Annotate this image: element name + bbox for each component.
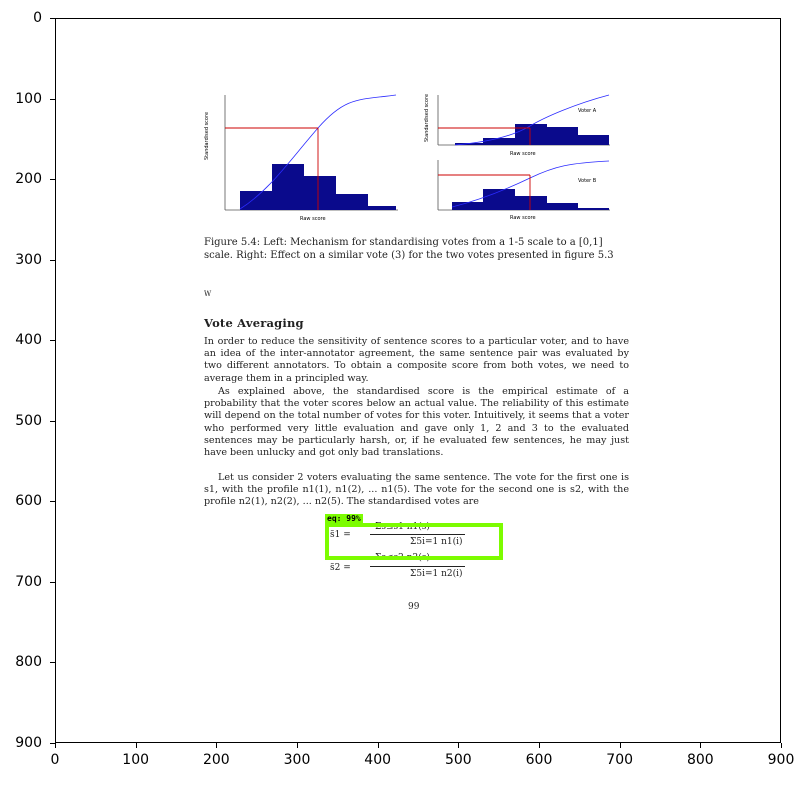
formula-2-fraction-bar bbox=[370, 566, 465, 567]
plot-frame bbox=[55, 18, 781, 743]
left-xlabel: Raw score bbox=[300, 216, 326, 222]
equation-detection-box bbox=[325, 523, 503, 560]
y-tick-label: 400 bbox=[15, 332, 42, 349]
x-tick-label: 800 bbox=[686, 752, 714, 768]
rt-cdf-curve bbox=[454, 94, 610, 146]
footnote-mark: W bbox=[204, 290, 212, 298]
right-ylabel: Standardised score bbox=[424, 94, 430, 142]
x-tick-mark bbox=[700, 743, 702, 748]
y-tick-label: 800 bbox=[15, 654, 42, 671]
x-tick-label: 400 bbox=[364, 752, 392, 768]
x-tick-label: 500 bbox=[444, 752, 472, 768]
rb-bar-5 bbox=[578, 208, 609, 210]
rb-bar-1 bbox=[452, 202, 483, 210]
rt-legend: Voter A bbox=[578, 108, 597, 114]
formula-1-lhs: s̃1 = bbox=[330, 530, 351, 540]
formula-2-lhs: s̃2 = bbox=[330, 563, 351, 573]
x-tick-label: 700 bbox=[606, 752, 634, 768]
left-bar-3 bbox=[304, 176, 336, 210]
y-tick-mark bbox=[50, 18, 55, 19]
y-tick-label: 700 bbox=[15, 573, 42, 590]
rb-xlabel: Raw score bbox=[510, 215, 536, 221]
left-bar-5 bbox=[368, 206, 396, 210]
rt-bar-3 bbox=[515, 124, 547, 145]
y-tick-mark bbox=[50, 501, 55, 503]
y-tick-mark bbox=[50, 743, 55, 744]
y-tick-label: 300 bbox=[15, 251, 42, 268]
x-tick-label: 600 bbox=[525, 752, 553, 768]
y-tick-label: 900 bbox=[15, 735, 42, 751]
x-tick-label: 100 bbox=[122, 752, 150, 768]
rt-bar-4 bbox=[547, 127, 578, 145]
left-chart: Standardised score Raw score bbox=[204, 94, 398, 222]
paragraph-1: In order to reduce the sensitivity of se… bbox=[204, 336, 629, 384]
figure-caption: Figure 5.4: Left: Mechanism for standard… bbox=[204, 237, 614, 261]
formula-1-denominator: Σ5i=1 n1(i) bbox=[410, 537, 463, 547]
x-tick-mark bbox=[216, 743, 218, 748]
left-bar-1 bbox=[240, 191, 272, 210]
y-tick-label: 100 bbox=[15, 90, 42, 107]
y-tick-label: 0 bbox=[33, 10, 42, 26]
x-tick-mark bbox=[135, 743, 137, 748]
paragraph-2: As explained above, the standardised sco… bbox=[204, 386, 629, 459]
section-heading: Vote Averaging bbox=[204, 316, 304, 330]
formula-1-numerator: Σs≤s1 n1(s) bbox=[375, 522, 430, 532]
x-tick-label: 900 bbox=[767, 752, 795, 768]
x-tick-label: 300 bbox=[283, 752, 311, 768]
left-bar-2 bbox=[272, 164, 304, 210]
y-tick-mark bbox=[50, 98, 55, 100]
x-tick-mark bbox=[458, 743, 460, 748]
y-tick-mark bbox=[50, 179, 55, 181]
x-tick-mark bbox=[297, 743, 298, 748]
right-bottom-chart: Voter B Raw score bbox=[437, 160, 610, 221]
rb-bar-4 bbox=[547, 203, 578, 210]
rb-bar-2 bbox=[483, 189, 515, 210]
page-number: 99 bbox=[408, 602, 420, 612]
y-tick-mark bbox=[50, 420, 55, 422]
paragraph-3: Let us consider 2 voters evaluating the … bbox=[204, 472, 629, 508]
y-tick-mark bbox=[50, 340, 55, 342]
formula-1-fraction-bar bbox=[370, 534, 465, 535]
rt-bar-5 bbox=[578, 135, 609, 145]
y-tick-label: 500 bbox=[15, 412, 42, 429]
x-tick-mark bbox=[55, 743, 56, 748]
x-tick-label: 200 bbox=[202, 752, 230, 768]
y-tick-mark bbox=[50, 259, 55, 261]
x-tick-mark bbox=[619, 743, 621, 748]
x-tick-mark bbox=[377, 743, 379, 748]
rt-xlabel: Raw score bbox=[510, 151, 536, 157]
right-top-chart: Voter A Raw score Standardised score bbox=[424, 94, 610, 157]
equation-detection-label: eq: 99% bbox=[325, 514, 363, 523]
y-tick-label: 600 bbox=[15, 493, 42, 510]
left-bar-4 bbox=[336, 194, 368, 210]
y-tick-label: 200 bbox=[15, 171, 42, 188]
x-tick-mark bbox=[539, 743, 540, 748]
rb-legend: Voter B bbox=[578, 178, 597, 184]
left-ylabel: Standardised score bbox=[204, 112, 210, 160]
rb-bar-3 bbox=[515, 196, 547, 210]
x-tick-mark bbox=[781, 743, 782, 748]
x-tick-label: 0 bbox=[50, 752, 60, 768]
rt-bar-2 bbox=[483, 138, 515, 145]
y-tick-mark bbox=[50, 662, 55, 664]
formula-2-denominator: Σ5i=1 n2(i) bbox=[410, 569, 463, 579]
rt-bar-1 bbox=[455, 143, 483, 145]
y-tick-mark bbox=[50, 581, 55, 583]
